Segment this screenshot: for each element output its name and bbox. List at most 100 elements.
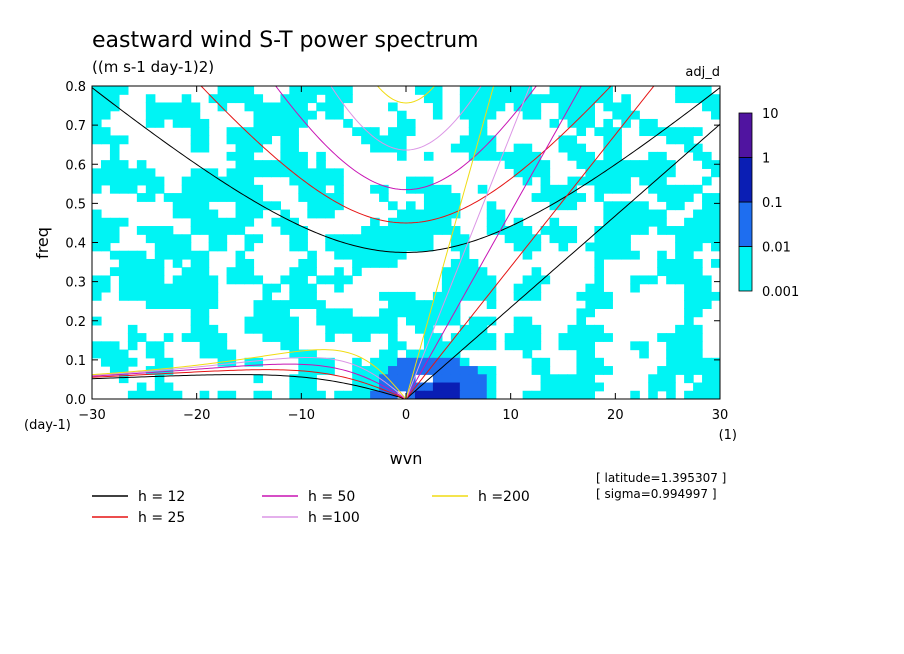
spectrum-cell bbox=[118, 374, 129, 384]
spectrum-cell bbox=[567, 102, 578, 112]
spectrum-cell bbox=[316, 184, 326, 194]
spectrum-cell bbox=[253, 316, 264, 326]
spectrum-cell bbox=[334, 275, 344, 285]
spectrum-cell bbox=[459, 110, 470, 120]
spectrum-cell bbox=[594, 176, 604, 186]
kelvin-curve bbox=[405, 86, 531, 399]
spectrum-cell bbox=[289, 176, 299, 186]
spectrum-cell bbox=[316, 201, 326, 211]
spectrum-cell bbox=[441, 217, 452, 227]
spectrum-cell bbox=[459, 357, 470, 367]
spectrum-cell bbox=[603, 102, 613, 112]
spectrum-cell bbox=[450, 283, 461, 293]
spectrum-cell bbox=[406, 308, 416, 318]
spectrum-cell bbox=[711, 357, 720, 367]
spectrum-cell bbox=[334, 250, 344, 260]
spectrum-cell bbox=[172, 234, 183, 244]
spectrum-cell bbox=[163, 193, 174, 202]
spectrum-cell bbox=[253, 234, 264, 244]
spectrum-cell bbox=[406, 374, 416, 384]
spectrum-cell bbox=[513, 143, 524, 153]
spectrum-cell bbox=[343, 250, 353, 260]
spectrum-cell bbox=[92, 94, 102, 104]
spectrum-cell bbox=[504, 341, 515, 351]
spectrum-cell bbox=[693, 184, 703, 194]
spectrum-cell bbox=[567, 135, 578, 145]
spectrum-cell bbox=[244, 234, 255, 244]
spectrum-cell bbox=[136, 283, 147, 293]
spectrum-cell bbox=[567, 333, 578, 342]
spectrum-cell bbox=[657, 151, 667, 161]
spectrum-cell bbox=[379, 308, 389, 318]
spectrum-cell bbox=[576, 374, 587, 384]
spectrum-cell bbox=[199, 333, 210, 342]
spectrum-cell bbox=[459, 324, 470, 334]
latitude-info: [ latitude=1.395307 ] bbox=[596, 471, 726, 485]
spectrum-cell bbox=[379, 226, 389, 235]
spectrum-cell bbox=[657, 193, 667, 202]
spectrum-cell bbox=[352, 127, 362, 137]
spectrum-cell bbox=[495, 217, 506, 227]
spectrum-cell bbox=[522, 176, 533, 186]
spectrum-cell bbox=[468, 275, 479, 285]
spectrum-cell bbox=[127, 333, 138, 342]
spectrum-cell bbox=[199, 127, 210, 137]
spectrum-cell bbox=[253, 168, 264, 178]
spectrum-cell bbox=[549, 374, 560, 384]
spectrum-cell bbox=[585, 366, 595, 375]
spectrum-cell bbox=[262, 291, 273, 301]
spectrum-cell bbox=[657, 176, 667, 186]
spectrum-cell bbox=[280, 110, 290, 120]
spectrum-cell bbox=[621, 242, 631, 252]
spectrum-cell bbox=[217, 242, 228, 252]
spectrum-cell bbox=[684, 226, 694, 235]
spectrum-cell bbox=[540, 160, 551, 169]
colorbar-swatch bbox=[738, 157, 753, 203]
spectrum-cell bbox=[298, 390, 308, 399]
spectrum-cell bbox=[100, 110, 111, 120]
spectrum-cell bbox=[486, 316, 497, 326]
spectrum-cell bbox=[666, 390, 676, 399]
spectrum-cell bbox=[477, 390, 488, 399]
spectrum-cell bbox=[630, 250, 640, 260]
spectrum-cell bbox=[450, 300, 461, 309]
spectrum-cell bbox=[549, 118, 560, 128]
spectrum-cell bbox=[666, 382, 676, 392]
spectrum-cell bbox=[289, 300, 299, 309]
colorbar-swatch bbox=[738, 246, 753, 292]
spectrum-cell bbox=[280, 226, 290, 235]
spectrum-cell bbox=[594, 267, 604, 277]
spectrum-cell bbox=[109, 86, 120, 95]
spectrum-cell bbox=[576, 110, 587, 120]
spectrum-cell bbox=[145, 291, 156, 301]
spectrum-cell bbox=[693, 217, 703, 227]
spectrum-cell bbox=[558, 382, 569, 392]
legend: h = 12 h = 25 h = 50 h =100 h =200 bbox=[92, 489, 530, 526]
spectrum-cell bbox=[226, 267, 237, 277]
kelvin-curve bbox=[405, 123, 720, 399]
spectrum-cell bbox=[603, 94, 613, 104]
spectrum-cell bbox=[172, 209, 183, 219]
spectrum-cell bbox=[459, 135, 470, 145]
spectrum-cell bbox=[630, 209, 640, 219]
spectrum-cell bbox=[352, 316, 362, 326]
spectrum-cell bbox=[388, 291, 398, 301]
spectrum-cell bbox=[325, 193, 335, 202]
spectrum-cell bbox=[343, 324, 353, 334]
spectrum-cell bbox=[693, 341, 703, 351]
spectrum-cell bbox=[522, 333, 533, 342]
spectrum-cell bbox=[253, 209, 264, 219]
spectrum-cell bbox=[702, 94, 712, 104]
spectrum-cell bbox=[450, 258, 461, 268]
spectrum-cell bbox=[226, 151, 237, 161]
spectrum-cell bbox=[397, 374, 407, 384]
spectrum-cell bbox=[370, 242, 380, 252]
spectrum-cell bbox=[648, 390, 658, 399]
spectrum-cell bbox=[531, 341, 542, 351]
spectrum-cell bbox=[136, 226, 147, 235]
spectrum-cell bbox=[235, 168, 246, 178]
spectrum-cell bbox=[226, 94, 237, 104]
spectrum-cell bbox=[361, 234, 371, 244]
spectrum-cell bbox=[262, 324, 273, 334]
spectrum-cell bbox=[486, 110, 497, 120]
